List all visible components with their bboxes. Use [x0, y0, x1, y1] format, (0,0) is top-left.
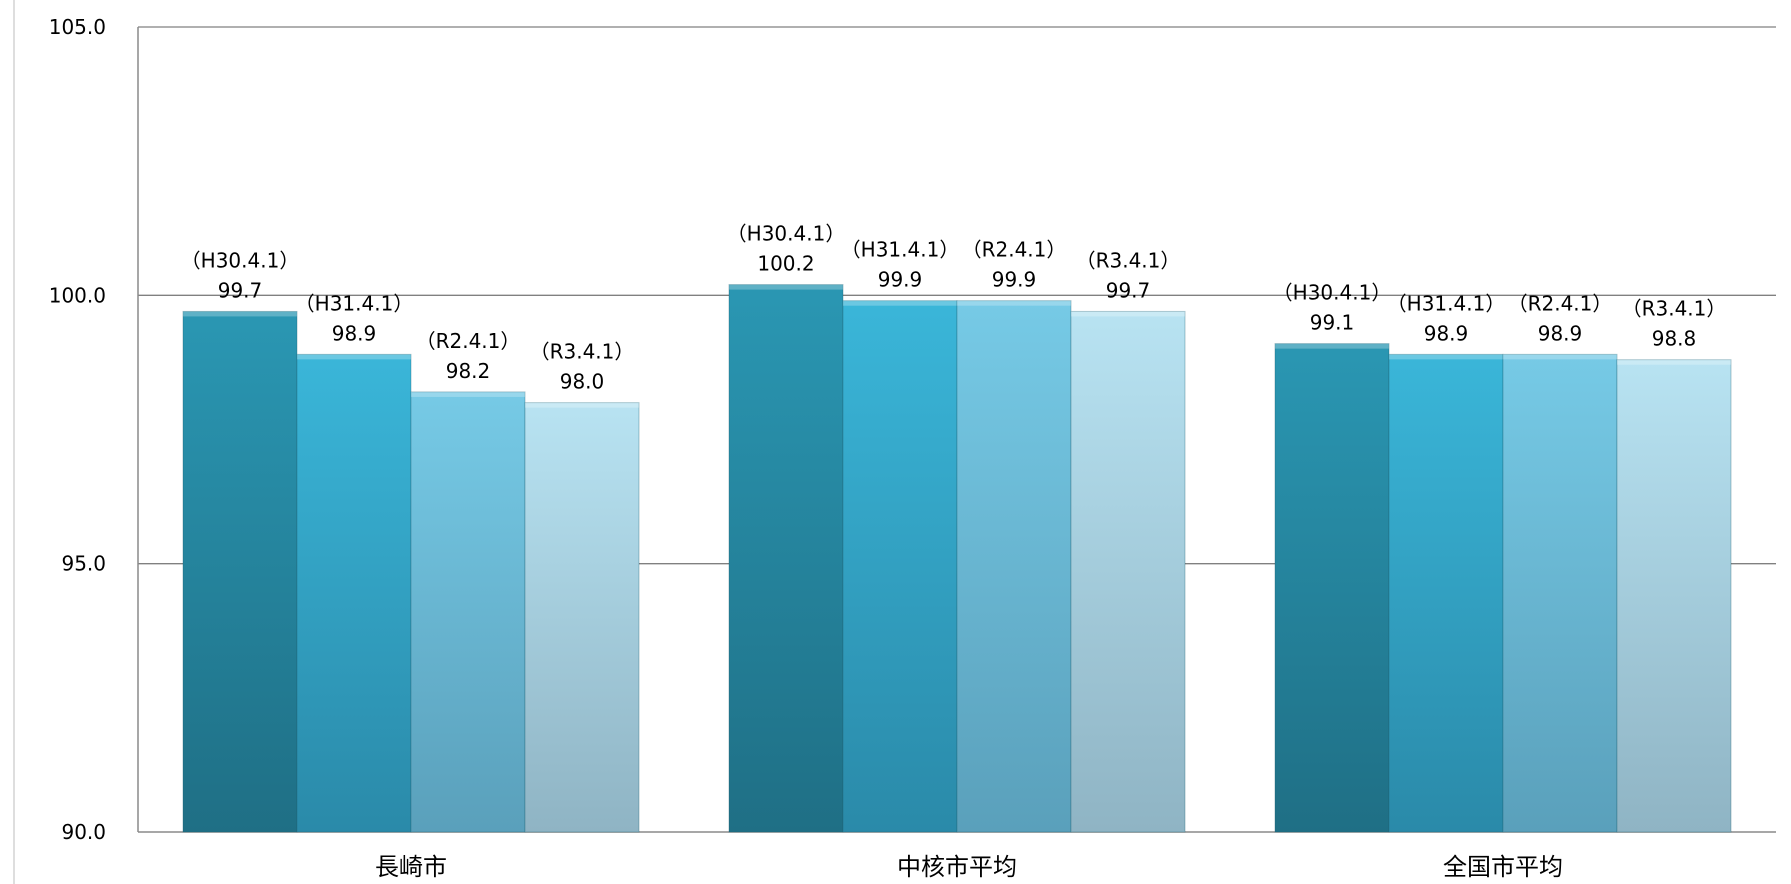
- data-value-label: 99.7: [218, 278, 263, 302]
- bar-highlight: [1503, 354, 1617, 360]
- data-value-label: 98.9: [332, 321, 377, 345]
- bar: [728, 284, 844, 833]
- bar: [1502, 353, 1618, 833]
- bar-highlight: [843, 300, 957, 306]
- bar: [182, 310, 298, 833]
- data-date-label: （R2.4.1）: [962, 238, 1067, 262]
- data-date-label: （H31.4.1）: [1387, 291, 1506, 315]
- bar-highlight: [525, 402, 639, 408]
- data-value-label: 99.9: [878, 268, 923, 292]
- data-value-label: 98.9: [1538, 321, 1583, 345]
- data-value-label: 98.0: [560, 370, 605, 394]
- bar: [1070, 310, 1186, 833]
- bar-highlight: [1071, 311, 1185, 317]
- data-labels: 99.7 （H30.4.1） 98.9 （H31.4.1） 98.2 （R2.4.1） 98…: [181, 222, 1727, 881]
- data-date-label: （H30.4.1）: [181, 248, 300, 272]
- bar: [1274, 343, 1390, 833]
- bar: [524, 402, 640, 833]
- bar-highlight: [183, 311, 297, 317]
- data-date-label: （R2.4.1）: [1508, 291, 1613, 315]
- bar: [956, 300, 1072, 833]
- bar: [296, 353, 412, 833]
- data-value-label: 100.2: [757, 252, 814, 276]
- data-date-label: （R3.4.1）: [1076, 248, 1181, 272]
- x-category-label: 全国市平均: [1443, 853, 1563, 881]
- bar: [842, 300, 958, 833]
- y-tick-label: 105.0: [49, 15, 106, 39]
- data-value-label: 99.1: [1310, 311, 1355, 335]
- bar-highlight: [957, 300, 1071, 306]
- data-date-label: （H31.4.1）: [841, 238, 960, 262]
- data-date-label: （R3.4.1）: [530, 340, 635, 364]
- y-tick-label: 90.0: [61, 820, 106, 844]
- bar-highlight: [1275, 343, 1389, 349]
- data-value-label: 99.7: [1106, 278, 1151, 302]
- bar-highlight: [1617, 359, 1731, 365]
- data-date-label: （R2.4.1）: [416, 329, 521, 353]
- data-date-label: （H30.4.1）: [727, 222, 846, 246]
- bar: [1388, 353, 1504, 833]
- data-value-label: 98.9: [1424, 321, 1469, 345]
- bar-highlight: [729, 284, 843, 290]
- x-category-label: 長崎市: [375, 853, 447, 881]
- bars: [182, 284, 1732, 833]
- data-value-label: 98.8: [1652, 327, 1697, 351]
- data-date-label: （H30.4.1）: [1273, 281, 1392, 305]
- bar-highlight: [411, 391, 525, 397]
- y-tick-label: 95.0: [61, 552, 106, 576]
- data-date-label: （H31.4.1）: [295, 291, 414, 315]
- data-value-label: 98.2: [446, 359, 491, 383]
- bar: [410, 391, 526, 833]
- data-value-label: 99.9: [992, 268, 1037, 292]
- bar-highlight: [1389, 354, 1503, 360]
- bar: [1616, 359, 1732, 833]
- bar-highlight: [297, 354, 411, 360]
- y-tick-label: 100.0: [49, 283, 106, 307]
- x-category-label: 中核市平均: [897, 853, 1017, 881]
- data-date-label: （R3.4.1）: [1622, 297, 1727, 321]
